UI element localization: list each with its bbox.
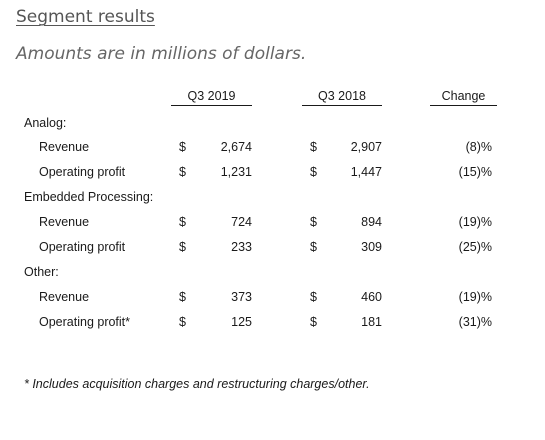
currency-symbol: $ [179,215,186,229]
currency-symbol: $ [310,165,317,179]
header-q3-2019: Q3 2019 [171,89,252,106]
currency-symbol: $ [310,290,317,304]
value-q3-2018: 1,447 [350,165,382,179]
header-q3-2018: Q3 2018 [302,89,382,106]
currency-symbol: $ [179,290,186,304]
row-label: Revenue [39,290,90,304]
value-change: (19)% [458,215,492,229]
segment-label-embedded-processing: Embedded Processing: [24,190,154,204]
currency-symbol: $ [310,215,317,229]
header-change: Change [430,89,497,106]
value-change: (8)% [465,140,492,154]
row-label: Revenue [39,140,90,154]
currency-symbol: $ [179,140,186,154]
currency-symbol: $ [310,140,317,154]
row-label: Revenue [39,215,90,229]
value-q3-2019: 1,231 [220,165,252,179]
currency-symbol: $ [310,315,317,329]
row-label: Operating profit [39,240,126,254]
value-q3-2018: 460 [361,290,382,304]
value-q3-2019: 724 [231,215,252,229]
value-change: (31)% [458,315,492,329]
value-q3-2019: 125 [231,315,252,329]
value-change: (15)% [458,165,492,179]
segment-label-analog: Analog: [24,116,67,130]
value-q3-2018: 309 [361,240,382,254]
page-subtitle: Amounts are in millions of dollars. [16,44,307,64]
value-change: (25)% [458,240,492,254]
value-q3-2019: 373 [231,290,252,304]
value-q3-2018: 894 [361,215,382,229]
row-label: Operating profit [39,165,126,179]
currency-symbol: $ [179,315,186,329]
value-q3-2019: 233 [231,240,252,254]
currency-symbol: $ [179,165,186,179]
footnote: * Includes acquisition charges and restr… [24,377,370,391]
row-label: Operating profit* [39,315,131,329]
value-change: (19)% [458,290,492,304]
value-q3-2018: 2,907 [350,140,382,154]
currency-symbol: $ [179,240,186,254]
value-q3-2018: 181 [361,315,382,329]
segment-label-other: Other: [24,265,59,279]
page-title: Segment results [16,7,155,27]
value-q3-2019: 2,674 [220,140,252,154]
currency-symbol: $ [310,240,317,254]
